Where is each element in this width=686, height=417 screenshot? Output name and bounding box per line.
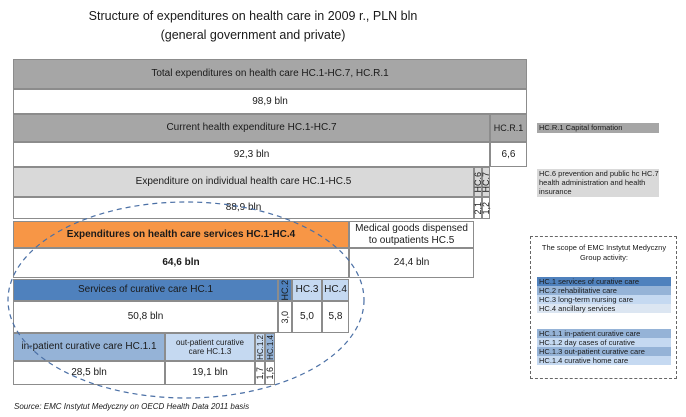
- current-expenditure-value: 92,3 bln: [13, 142, 490, 167]
- hc4-value: 5,8: [322, 301, 349, 333]
- legend-hc14: HC.1.4 curative home care: [537, 356, 671, 365]
- medical-goods-label: Medical goods dispensed to outpatients H…: [349, 221, 474, 248]
- legend-hc1: HC.1 services of curative care: [537, 277, 671, 286]
- legend-hc3: HC.3 long-term nursing care: [537, 295, 671, 304]
- legend-hc13: HC.1.3 out-patient curative care: [537, 347, 671, 356]
- curative-care-value: 50,8 bln: [13, 301, 278, 333]
- inpatient-care-value: 28,5 bln: [13, 361, 165, 385]
- health-services-value: 64,6 bln: [13, 248, 349, 278]
- source-note: Source: EMC Instytut Medyczny on OECD He…: [14, 402, 250, 411]
- hcr1-value: 6,6: [490, 142, 527, 167]
- outpatient-care-value: 19,1 bln: [165, 361, 255, 385]
- hc4-label: HC.4: [322, 279, 349, 301]
- emc-scope-legend-box: The scope of EMC Instytut Medyczny Group…: [530, 236, 677, 379]
- hc14-value: 1,6: [265, 361, 275, 385]
- hc7-label: HC.7: [481, 167, 491, 197]
- chart-title-line2: (general government and private): [160, 28, 346, 42]
- hc7-value: 1,2: [481, 197, 491, 219]
- hcr1-label: HC.R.1: [490, 114, 527, 142]
- legend-hc4: HC.4 ancillary services: [537, 304, 671, 313]
- medical-goods-value: 24,4 bln: [349, 248, 474, 278]
- hc3-label: HC.3: [292, 279, 322, 301]
- hc3-value: 5,0: [292, 301, 322, 333]
- hc6-label: HC.6: [473, 167, 483, 197]
- inpatient-care-label: in-patient curative care HC.1.1: [13, 333, 165, 361]
- total-expenditure-label: Total expenditures on health care HC.1-H…: [13, 59, 527, 89]
- hc12-label: HC.1.2: [255, 333, 265, 361]
- legend-hc12: HC.1.2 day cases of curative: [537, 338, 671, 347]
- outpatient-care-label: out-patient curative care HC.1.3: [165, 333, 255, 361]
- chart-title-line1: Structure of expenditures on health care…: [88, 9, 418, 23]
- hc2-label: HC.2: [278, 279, 292, 301]
- hc6-value: 2,1: [473, 197, 483, 219]
- legend-hc6-hc7: HC.6 prevention and public hc HC.7 healt…: [537, 169, 659, 197]
- hc12-value: 1,7: [255, 361, 265, 385]
- hc14-label: HC.1.4: [265, 333, 275, 361]
- legend-hcr1: HC.R.1 Capital formation: [537, 123, 659, 133]
- legend-hc11: HC.1.1 in-patient curative care: [537, 329, 671, 338]
- legend-hc2: HC.2 rehabilitative care: [537, 286, 671, 295]
- curative-care-label: Services of curative care HC.1: [13, 279, 278, 301]
- total-expenditure-value: 98,9 bln: [13, 89, 527, 114]
- current-expenditure-label: Current health expenditure HC.1-HC.7: [13, 114, 490, 142]
- individual-expenditure-label: Expenditure on individual health care HC…: [13, 167, 474, 197]
- emc-scope-legend-title: The scope of EMC Instytut Medyczny Group…: [541, 243, 667, 262]
- hc2-value: 3,0: [278, 301, 292, 333]
